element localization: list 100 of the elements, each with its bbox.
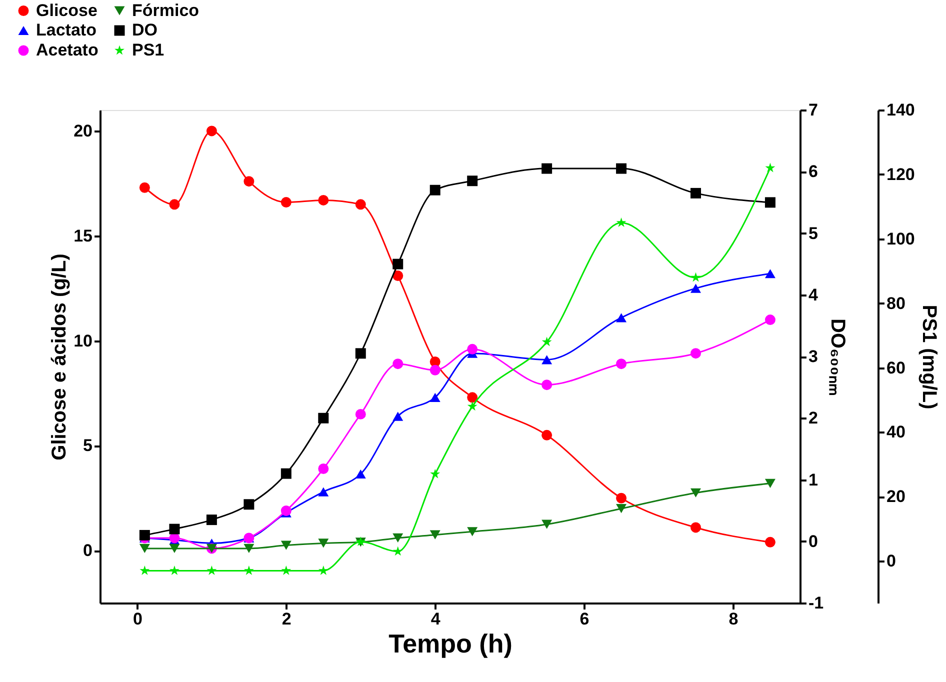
- y2-tick-label: 0: [808, 532, 818, 551]
- x-axis-title: Tempo (h): [388, 628, 512, 658]
- point: [140, 566, 150, 576]
- point: [542, 336, 552, 346]
- y-tick-label: 15: [74, 226, 92, 246]
- point: [169, 566, 180, 576]
- point: [542, 355, 552, 364]
- point: [318, 566, 328, 576]
- point: [467, 527, 478, 536]
- point: [392, 412, 404, 421]
- y3-tick-label: 20: [886, 487, 906, 506]
- point: [392, 270, 404, 281]
- point: [318, 487, 329, 496]
- point: [280, 197, 292, 208]
- point: [764, 314, 776, 326]
- legend-label: Fórmico: [132, 0, 200, 20]
- point: [392, 258, 404, 270]
- point: [244, 176, 254, 187]
- point: [467, 344, 478, 354]
- point: [690, 522, 701, 533]
- point: [169, 199, 180, 210]
- point: [355, 469, 366, 479]
- point: [318, 194, 329, 206]
- y-tick-label: 20: [74, 121, 92, 140]
- point: [616, 504, 627, 514]
- y3-tick-label: 100: [886, 229, 915, 248]
- y-tick-label: 10: [74, 331, 92, 350]
- point: [764, 197, 776, 208]
- legend-label: Lactato: [36, 20, 96, 40]
- y-tick-label: 5: [83, 436, 92, 456]
- legend-label: DO: [132, 20, 158, 40]
- point: [139, 530, 150, 540]
- point: [616, 313, 627, 322]
- y-tick-label: 0: [83, 541, 92, 560]
- point: [318, 538, 329, 548]
- point: [139, 544, 150, 553]
- point: [430, 364, 440, 376]
- point: [542, 380, 552, 390]
- y3-tick-label: 0: [886, 552, 896, 571]
- point: [467, 401, 478, 411]
- point: [616, 218, 626, 228]
- point: [690, 348, 701, 359]
- y3-tick-label: 140: [886, 100, 915, 120]
- point: [690, 284, 701, 293]
- point: [542, 430, 552, 440]
- point: [392, 533, 404, 543]
- point: [430, 392, 440, 402]
- point: [764, 478, 776, 488]
- point: [764, 536, 776, 548]
- point: [542, 520, 552, 529]
- point: [244, 544, 254, 553]
- point: [616, 492, 627, 504]
- y2-tick-label: 2: [808, 408, 818, 428]
- y2-axis-title: DO₆₀₀ₙₘ: [826, 318, 849, 396]
- point: [392, 546, 403, 556]
- y2-tick-label: 5: [808, 224, 818, 243]
- point: [430, 468, 440, 478]
- y2-tick-label: 6: [808, 162, 818, 182]
- x-tick-label: 6: [580, 610, 590, 628]
- point: [280, 468, 292, 479]
- point: [206, 126, 217, 136]
- point: [355, 348, 366, 359]
- point: [690, 272, 701, 282]
- y2-tick-label: 1: [808, 470, 818, 490]
- point: [139, 182, 150, 193]
- point: [467, 176, 478, 186]
- y2-tick-label: 4: [808, 285, 818, 304]
- point: [206, 566, 217, 576]
- point: [169, 524, 180, 534]
- y3-tick-label: 80: [886, 294, 906, 313]
- point: [281, 566, 292, 576]
- x-tick-label: 8: [728, 610, 738, 628]
- y3-tick-label: 60: [886, 358, 906, 378]
- point: [280, 540, 292, 550]
- y3-tick-label: 40: [886, 422, 906, 442]
- y2-tick-label: 3: [808, 347, 818, 366]
- point: [616, 358, 627, 370]
- point: [318, 412, 329, 424]
- x-tick-label: 4: [430, 610, 441, 628]
- point: [244, 566, 254, 576]
- y2-tick-label: -1: [808, 594, 824, 612]
- point: [764, 269, 776, 278]
- point: [318, 464, 329, 474]
- point: [169, 544, 180, 553]
- y3-axis-title: PS1 (mg/L): [918, 304, 940, 410]
- y3-tick-label: 120: [886, 164, 915, 184]
- y-axis-title: Glicose e ácidos (g/L): [48, 254, 71, 460]
- x-tick-label: 0: [133, 610, 142, 628]
- point: [355, 199, 366, 210]
- point: [430, 184, 440, 196]
- point: [616, 163, 627, 174]
- point: [690, 488, 701, 498]
- legend-label: Glicose: [36, 0, 98, 20]
- legend-label: PS1: [132, 40, 164, 60]
- point: [392, 358, 404, 370]
- point: [542, 163, 552, 174]
- point: [355, 408, 366, 420]
- legend-label: Acetato: [36, 40, 98, 60]
- point: [765, 162, 776, 172]
- point: [244, 499, 254, 510]
